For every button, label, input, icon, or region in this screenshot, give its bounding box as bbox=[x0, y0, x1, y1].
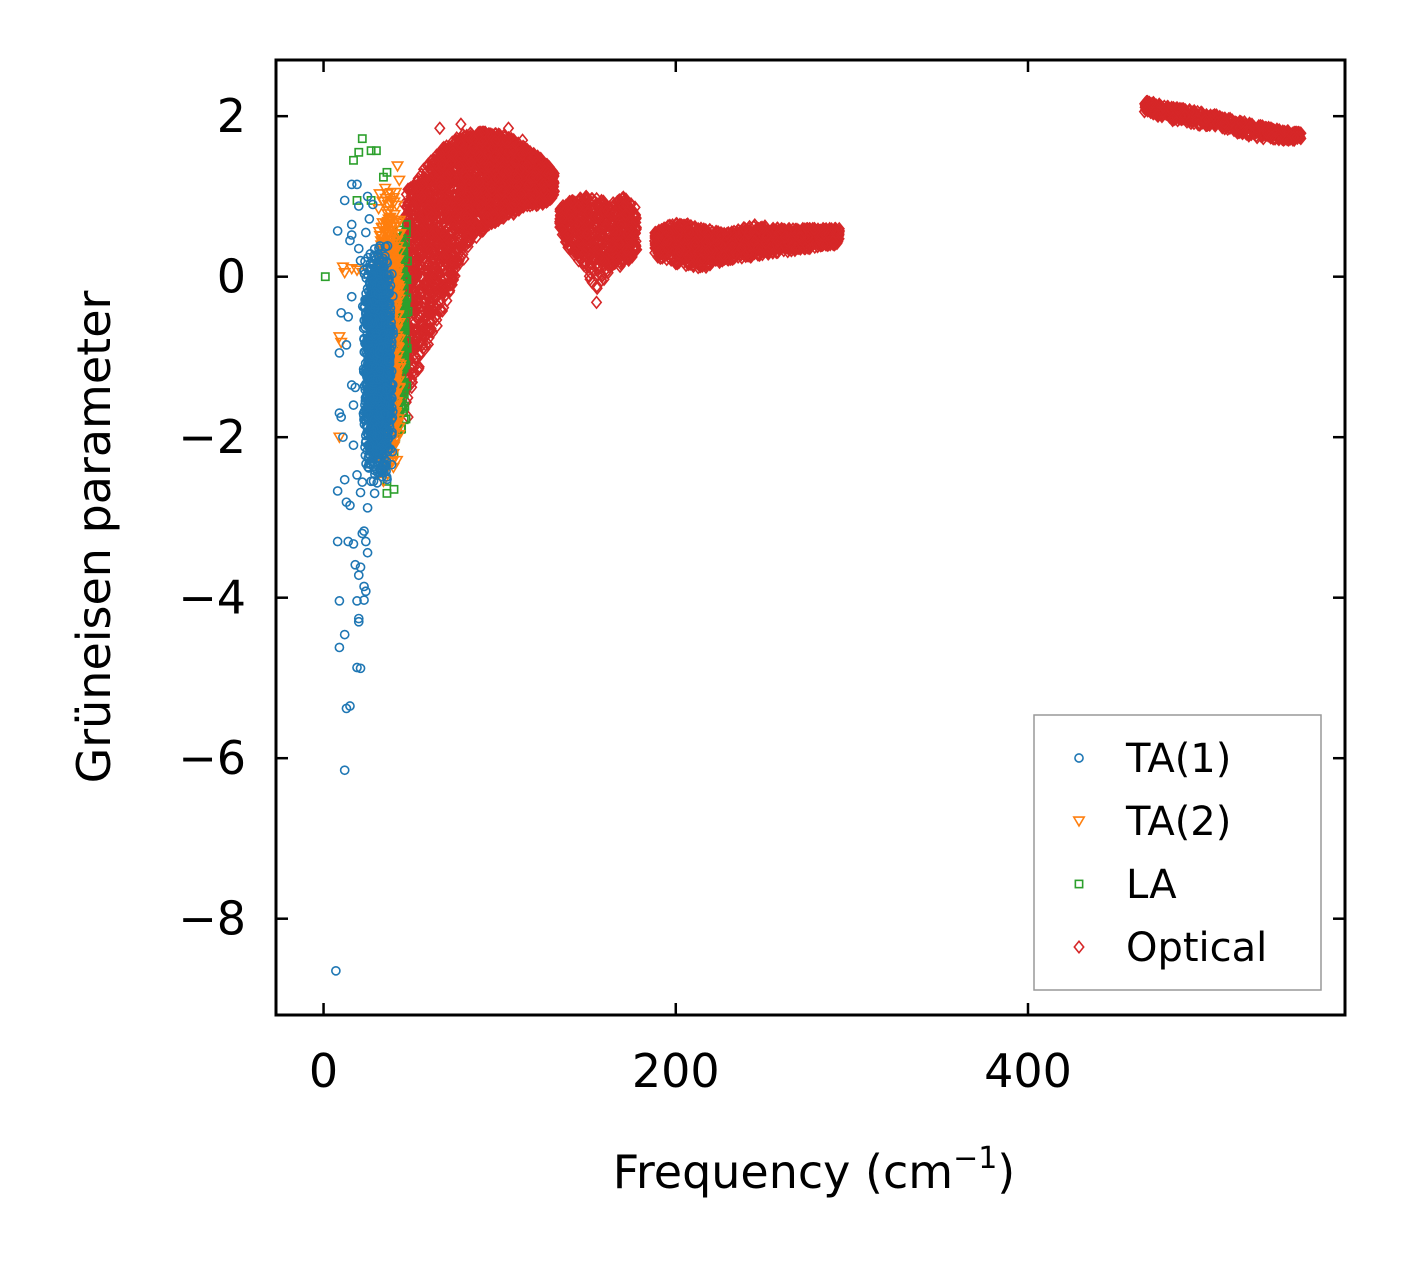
point-optical bbox=[435, 278, 447, 293]
point-optical bbox=[424, 242, 437, 257]
point-optical bbox=[456, 138, 469, 153]
point-optical bbox=[473, 171, 485, 186]
point-optical bbox=[410, 349, 422, 364]
point-optical bbox=[482, 212, 494, 227]
point-optical bbox=[423, 184, 435, 199]
point-optical bbox=[425, 154, 437, 169]
point-optical bbox=[413, 310, 426, 325]
point-optical bbox=[428, 189, 441, 204]
point-optical bbox=[456, 229, 468, 244]
point-optical bbox=[432, 201, 445, 216]
point-optical bbox=[481, 171, 493, 186]
point-optical bbox=[440, 287, 452, 302]
point-optical bbox=[439, 141, 452, 156]
point-optical bbox=[463, 143, 475, 158]
point-optical bbox=[518, 143, 530, 158]
point-optical bbox=[483, 160, 496, 175]
point-optical bbox=[516, 147, 529, 162]
point-optical bbox=[487, 149, 500, 164]
point-optical bbox=[506, 200, 518, 215]
point-optical bbox=[415, 214, 427, 229]
point-optical bbox=[456, 159, 468, 174]
point-optical bbox=[426, 325, 439, 340]
point-optical bbox=[456, 238, 469, 253]
point-optical bbox=[430, 227, 443, 242]
series-optical bbox=[397, 94, 1307, 425]
point-optical bbox=[488, 207, 500, 222]
point-optical bbox=[445, 264, 457, 279]
point-optical bbox=[441, 167, 453, 182]
point-optical bbox=[443, 175, 455, 190]
point-optical bbox=[483, 203, 495, 218]
point-optical bbox=[461, 229, 473, 244]
point-optical bbox=[497, 211, 509, 226]
point-optical bbox=[486, 183, 498, 198]
point-optical bbox=[436, 157, 448, 172]
point-optical bbox=[417, 162, 430, 177]
point-optical bbox=[422, 242, 435, 257]
point-optical bbox=[467, 206, 479, 221]
point-optical bbox=[465, 166, 478, 181]
plot-marks bbox=[320, 94, 1307, 976]
point-optical bbox=[488, 164, 501, 179]
point-optical bbox=[473, 198, 485, 213]
point-optical bbox=[450, 134, 463, 149]
point-optical bbox=[427, 228, 439, 243]
point-optical bbox=[413, 262, 426, 277]
point-optical bbox=[441, 231, 453, 246]
point-optical bbox=[425, 173, 438, 188]
point-optical bbox=[468, 225, 480, 239]
point-optical bbox=[464, 221, 477, 236]
point-optical bbox=[524, 156, 537, 171]
point-optical bbox=[491, 192, 503, 207]
point-optical bbox=[468, 198, 480, 213]
point-optical bbox=[433, 214, 446, 229]
point-optical bbox=[415, 308, 428, 323]
point-optical bbox=[458, 251, 470, 266]
point-optical bbox=[448, 171, 460, 186]
point-optical bbox=[503, 163, 515, 178]
point-optical bbox=[402, 182, 414, 197]
point-optical bbox=[489, 172, 502, 187]
point-optical bbox=[438, 227, 451, 242]
point-optical bbox=[429, 251, 441, 266]
point-optical bbox=[459, 169, 472, 184]
point-optical bbox=[471, 219, 483, 234]
point-optical bbox=[422, 337, 434, 352]
point-optical bbox=[462, 205, 474, 220]
point-optical bbox=[401, 199, 414, 214]
point-optical bbox=[471, 186, 484, 201]
point-optical bbox=[454, 251, 466, 266]
point-optical bbox=[446, 171, 458, 186]
